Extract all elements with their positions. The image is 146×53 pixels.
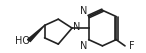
Text: N: N [80,6,88,16]
Text: N: N [80,41,88,51]
Text: HO: HO [15,36,30,46]
Polygon shape [27,25,45,41]
Text: N: N [73,22,80,32]
Text: F: F [129,41,135,51]
